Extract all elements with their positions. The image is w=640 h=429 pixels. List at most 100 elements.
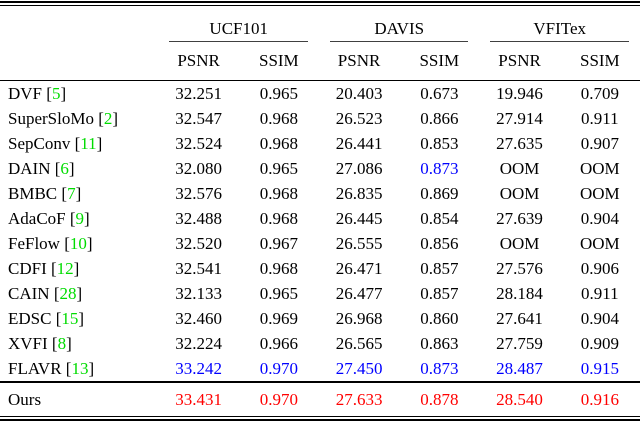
results-table: UCF101 DAVIS VFITex PSNR SSIM PSNR SSIM (0, 6, 640, 416)
citation-bracket: ] (96, 133, 103, 153)
metric-value: 27.635 (496, 133, 543, 153)
method-row: FLAVR [13] 33.242 0.970 27.450 0.873 28.487 0.… (0, 356, 640, 382)
metric-header: SSIM (559, 42, 640, 81)
table-bottom-rule (0, 416, 640, 421)
method-row: CDFI [12] 32.541 0.968 26.471 0.857 27.576 0.9… (0, 256, 640, 281)
method-row: FeFlow [10] 32.520 0.967 26.555 0.856 OOM OOM (0, 231, 640, 256)
metric-header: PSNR (318, 42, 400, 81)
metric-value: 0.965 (259, 83, 298, 103)
metric-value: 28.184 (496, 283, 543, 303)
method-name-cell: EDSC [15] (0, 306, 158, 331)
citation-bracket: [ (65, 208, 76, 228)
citation-number: 5 (51, 83, 61, 103)
metric-header: PSNR (158, 42, 239, 81)
citation-number: 13 (71, 358, 89, 378)
citation-bracket: [ (61, 358, 72, 378)
metric-value: 32.460 (175, 308, 222, 328)
method-name-cell: DAIN [6] (0, 156, 158, 181)
metric-value: 0.907 (580, 133, 619, 153)
dataset-label: DAVIS (374, 19, 425, 38)
method-name-cell: CAIN [28] (0, 281, 158, 306)
method-name-cell: BMBC [7] (0, 181, 158, 206)
citation-bracket: ] (75, 183, 82, 203)
metric-value: 26.471 (335, 258, 383, 278)
citation-bracket: [ (51, 308, 62, 328)
cmid-rule (329, 41, 469, 42)
metric-value: 0.966 (259, 333, 298, 353)
citation-number: 8 (57, 333, 67, 353)
metric-value: 0.967 (259, 233, 298, 253)
metric-value: 0.970 (259, 358, 298, 378)
dataset-group-vfitex: VFITex (479, 6, 640, 42)
metric-value: 0.878 (399, 381, 480, 416)
method-name-cell: CDFI [12] (0, 256, 158, 281)
method-name-cell: FLAVR [13] (0, 356, 158, 382)
metric-value: 26.968 (335, 308, 383, 328)
citation-bracket: ] (78, 308, 85, 328)
method-name-cell: Ours (0, 381, 159, 416)
metric-value: 26.445 (335, 208, 383, 228)
metric-value: OOM (499, 158, 540, 178)
metric-value: 26.835 (335, 183, 383, 203)
metric-value: 0.911 (581, 108, 619, 128)
method-row: EDSC [15] 32.460 0.969 26.968 0.860 27.641 0.9… (0, 306, 640, 331)
metric-value: 27.759 (496, 333, 543, 353)
metric-value: 27.639 (496, 208, 543, 228)
method-name: FeFlow (8, 233, 60, 253)
method-name-cell: AdaCoF [9] (0, 206, 158, 231)
metric-value: 0.904 (580, 308, 619, 328)
citation-number: 10 (69, 233, 87, 253)
dataset-group-ucf101: UCF101 (158, 6, 318, 42)
metric-value: 0.968 (259, 258, 298, 278)
table-top-rule (0, 1, 640, 6)
method-row: DAIN [6] 32.080 0.965 27.086 0.873 OOM OOM (0, 156, 640, 181)
methods-body: DVF [5] 32.251 0.965 20.403 0.673 19.946 0.709… (0, 81, 640, 383)
metric-value: 32.576 (175, 183, 222, 203)
metric-value: 26.477 (335, 283, 383, 303)
citation-bracket: [ (46, 258, 57, 278)
citation-number: 28 (59, 283, 77, 303)
citation-bracket: [ (93, 108, 104, 128)
metric-value: 0.854 (420, 208, 459, 228)
metric-value: 0.863 (420, 333, 459, 353)
metric-value: 0.673 (420, 83, 459, 103)
method-name: SuperSloMo (8, 108, 94, 128)
metric-value: 26.523 (335, 108, 383, 128)
metric-value: 0.968 (259, 183, 298, 203)
metric-value: 0.965 (259, 283, 298, 303)
metric-value: 27.633 (318, 381, 400, 416)
metric-value: 20.403 (335, 83, 383, 103)
citation-number: 2 (103, 108, 113, 128)
metric-value: 0.968 (259, 133, 298, 153)
metric-value: 0.909 (580, 333, 619, 353)
citation-bracket: ] (76, 283, 83, 303)
dataset-header-row: UCF101 DAVIS VFITex (0, 6, 640, 42)
citation-bracket: ] (68, 158, 75, 178)
citation-bracket: [ (50, 158, 61, 178)
metric-value: 0.968 (259, 208, 298, 228)
metric-value: 0.873 (420, 158, 459, 178)
metric-value: 0.911 (581, 283, 619, 303)
citation-bracket: [ (47, 333, 58, 353)
metric-value: 32.547 (175, 108, 222, 128)
method-name: BMBC (8, 183, 58, 203)
metric-value: OOM (580, 158, 620, 178)
citation-bracket: ] (88, 358, 95, 378)
metric-header-row: PSNR SSIM PSNR SSIM PSNR SSIM (0, 42, 640, 81)
citation-number: 7 (67, 183, 76, 203)
metric-value: 26.441 (335, 133, 383, 153)
metric-value: OOM (499, 233, 540, 253)
citation-bracket: ] (112, 108, 119, 128)
method-row: AdaCoF [9] 32.488 0.968 26.445 0.854 27.639 0.… (0, 206, 640, 231)
metric-value: 28.540 (479, 381, 560, 416)
citation-bracket: ] (66, 333, 72, 353)
method-name: CAIN (8, 283, 50, 303)
metric-value: 32.080 (175, 158, 222, 178)
metric-header: PSNR (479, 42, 560, 81)
metric-value: 27.641 (496, 308, 543, 328)
metric-value: 19.946 (496, 83, 543, 103)
citation-bracket: ] (86, 233, 93, 253)
metric-value: 0.866 (420, 108, 459, 128)
metric-value: 27.914 (496, 108, 543, 128)
method-name: XVFI (8, 333, 48, 353)
